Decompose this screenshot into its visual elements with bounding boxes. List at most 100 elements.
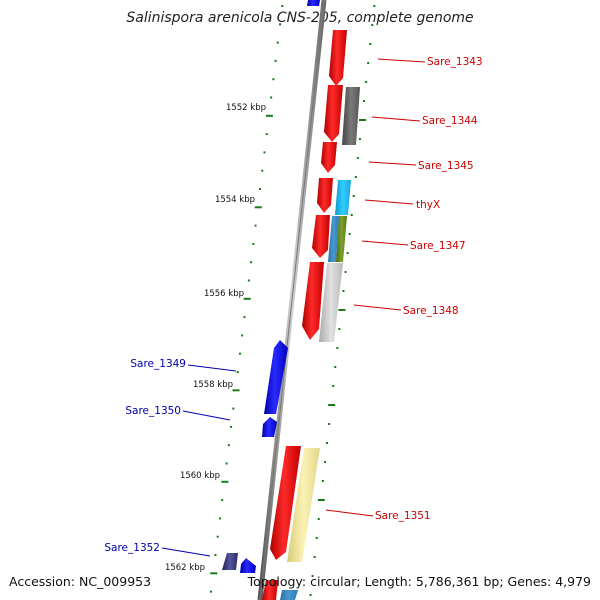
minor-tick — [309, 594, 312, 596]
minor-tick — [214, 554, 217, 556]
accession-text: Accession: NC_009953 — [9, 574, 151, 589]
minor-tick — [356, 157, 359, 159]
gene-label[interactable]: Sare_1351 — [375, 510, 431, 522]
gene-arrow-forward[interactable] — [312, 215, 330, 258]
minor-tick — [227, 444, 230, 447]
gene-label[interactable]: Sare_1349 — [130, 358, 186, 370]
gene-label[interactable]: Sare_1347 — [410, 240, 466, 252]
gene-arrow-forward[interactable] — [270, 446, 301, 560]
minor-tick — [236, 371, 239, 373]
major-tick — [210, 572, 218, 575]
minor-tick — [332, 385, 335, 387]
scale-labels: 1552 kbp 1554 kbp 1556 kbp 1558 kbp 1560… — [165, 103, 266, 573]
minor-tick — [336, 347, 339, 349]
minor-tick — [358, 138, 361, 140]
minor-tick — [354, 176, 357, 178]
minor-tick — [270, 96, 273, 99]
minor-tick — [313, 556, 316, 558]
reverse-strand-genes — [222, 340, 288, 573]
minor-tick — [365, 81, 368, 83]
minor-tick — [250, 261, 253, 264]
minor-tick — [338, 328, 341, 330]
gene-label[interactable]: Sare_1348 — [403, 305, 459, 317]
leader-line — [182, 410, 231, 421]
major-tick — [254, 206, 262, 209]
minor-tick — [254, 224, 257, 227]
major-tick — [265, 114, 273, 117]
outer-tick-track — [309, 5, 376, 596]
leader-line — [368, 161, 417, 166]
gene-arrow-reverse[interactable] — [307, 0, 320, 6]
minor-tick — [326, 442, 329, 444]
feature-block[interactable] — [328, 216, 339, 262]
leader-line — [161, 547, 211, 557]
scale-label: 1562 kbp — [165, 563, 205, 573]
leader-line — [187, 364, 237, 372]
leader-line — [361, 240, 409, 246]
feature-block[interactable] — [287, 448, 320, 562]
minor-tick — [317, 518, 320, 520]
gene-label[interactable]: Sare_1350 — [125, 405, 181, 417]
minor-tick — [261, 169, 264, 172]
minor-tick — [363, 100, 366, 102]
minor-tick — [265, 133, 268, 136]
scale-label: 1554 kbp — [215, 195, 255, 205]
gene-label[interactable]: Sare_1344 — [422, 115, 478, 127]
feature-block[interactable] — [336, 216, 347, 262]
major-tick — [317, 499, 325, 501]
minor-tick — [252, 242, 255, 245]
minor-tick — [350, 214, 353, 216]
gene-arrow-forward[interactable] — [302, 262, 324, 340]
scale-label: 1556 kbp — [204, 289, 244, 299]
scale-label: 1552 kbp — [226, 103, 266, 113]
map-title: Salinispora arenicola CNS-205, complete … — [126, 10, 473, 26]
gene-arrow-reverse[interactable] — [240, 558, 256, 573]
minor-tick — [274, 59, 277, 62]
gene-arrow-forward[interactable] — [329, 30, 347, 86]
gene-arrow-reverse[interactable] — [262, 417, 277, 437]
minor-tick — [243, 316, 246, 319]
minor-tick — [342, 290, 345, 292]
minor-tick — [247, 279, 250, 282]
gene-label[interactable]: thyX — [416, 199, 440, 211]
gene-label[interactable]: Sare_1352 — [104, 542, 160, 554]
major-tick — [328, 404, 336, 406]
gene-arrow-forward[interactable] — [321, 142, 337, 173]
leader-line — [325, 509, 374, 517]
gene-label[interactable]: Sare_1345 — [418, 160, 474, 172]
gene-label[interactable]: Sare_1343 — [427, 56, 483, 68]
gene-arrow-forward[interactable] — [262, 580, 278, 600]
minor-tick — [367, 62, 370, 64]
minor-tick — [216, 535, 219, 538]
minor-tick — [276, 41, 279, 44]
minor-tick — [328, 423, 331, 425]
feature-block[interactable] — [342, 87, 360, 145]
minor-tick — [263, 151, 266, 154]
feature-block[interactable] — [335, 180, 351, 215]
leader-line — [364, 199, 414, 205]
gene-labels: Sare_1343 Sare_1344 Sare_1345 thyX Sare_… — [104, 56, 482, 554]
minor-tick — [279, 23, 282, 26]
major-tick — [243, 297, 251, 300]
major-tick — [338, 309, 346, 311]
forward-strand-genes — [262, 30, 347, 600]
minor-tick — [346, 252, 349, 254]
minor-tick — [281, 5, 284, 7]
feature-block[interactable] — [280, 590, 298, 600]
minor-tick — [373, 5, 376, 7]
minor-tick — [311, 575, 314, 577]
minor-tick — [315, 537, 318, 539]
gene-arrow-forward[interactable] — [317, 178, 333, 213]
scale-label: 1558 kbp — [193, 380, 233, 390]
major-tick — [221, 480, 229, 483]
minor-tick — [334, 366, 337, 368]
feature-block[interactable] — [319, 263, 343, 342]
major-tick — [232, 389, 240, 392]
minor-tick — [238, 352, 241, 355]
gene-arrow-forward[interactable] — [324, 85, 343, 142]
minor-tick — [221, 499, 224, 502]
gene-arrow-reverse[interactable] — [264, 340, 288, 414]
gene-arrow-reverse[interactable] — [222, 553, 238, 570]
topology-text: Topology: circular; Length: 5,786,361 bp… — [247, 574, 591, 589]
